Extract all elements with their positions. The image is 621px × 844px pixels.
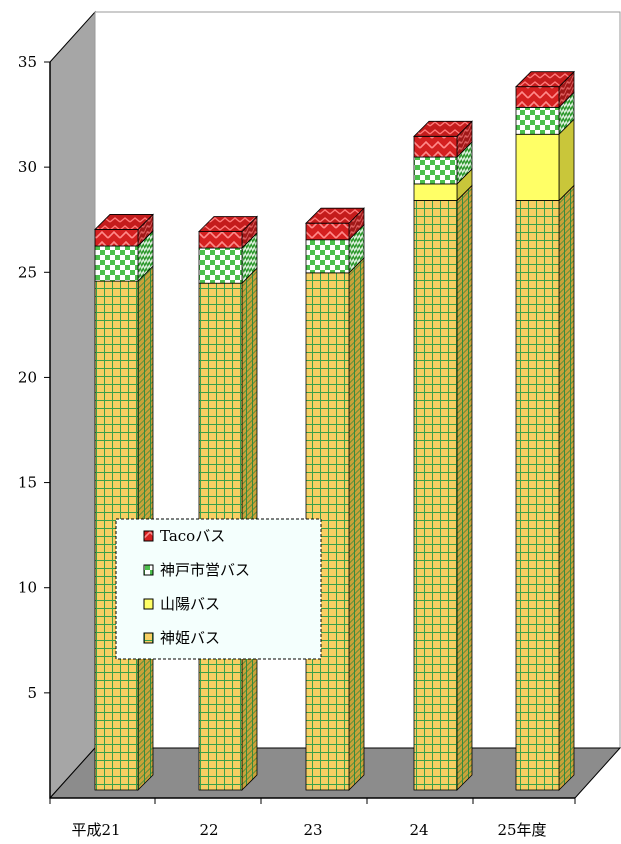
bar-segment bbox=[515, 86, 560, 108]
legend-item: 神姫バス bbox=[143, 629, 220, 647]
y-tick-label: 20 bbox=[18, 368, 37, 386]
legend-swatch bbox=[143, 632, 154, 644]
legend-label: 神姫バス bbox=[160, 629, 220, 647]
side-wall bbox=[49, 10, 96, 800]
x-axis: 平成21 22 23 24 25年度 bbox=[49, 798, 576, 839]
bar-segment bbox=[515, 200, 560, 791]
bar-segment bbox=[198, 231, 243, 249]
bar-top-cap bbox=[198, 216, 258, 232]
x-tick-label: 22 bbox=[199, 821, 218, 839]
bar-stack bbox=[305, 207, 365, 791]
bar-segment bbox=[413, 200, 458, 791]
x-tick-label: 24 bbox=[409, 821, 428, 839]
y-tick-label: 5 bbox=[27, 684, 37, 702]
bar-stack bbox=[94, 213, 154, 791]
bar-top-cap bbox=[413, 120, 473, 137]
bar-segment-side bbox=[456, 184, 473, 791]
legend-item: 山陽バス bbox=[143, 595, 220, 613]
bar-segment bbox=[94, 229, 139, 247]
bar-top-cap bbox=[305, 207, 365, 224]
bar-segment bbox=[413, 156, 458, 185]
bar-segment bbox=[515, 106, 560, 135]
bar-segment bbox=[198, 247, 243, 284]
y-tick-label: 10 bbox=[18, 579, 37, 597]
legend-swatch bbox=[143, 530, 154, 542]
y-tick-label: 35 bbox=[18, 53, 37, 71]
legend-label: 神戸市営バス bbox=[160, 561, 250, 579]
bar-segment bbox=[305, 239, 350, 274]
legend-label: 山陽バス bbox=[160, 595, 220, 613]
legend-swatch bbox=[143, 598, 154, 610]
y-tick-label: 25 bbox=[18, 263, 37, 281]
x-tick-label: 25年度 bbox=[497, 821, 546, 839]
x-tick-label: 23 bbox=[303, 821, 322, 839]
bar-segment-side bbox=[348, 256, 365, 791]
bar-top-cap bbox=[94, 214, 154, 230]
bar-stack bbox=[198, 215, 258, 791]
legend-swatch bbox=[143, 564, 154, 576]
bar-segment bbox=[413, 183, 458, 201]
y-axis: 5 10 15 20 25 30 35 bbox=[18, 53, 50, 702]
bar-segment bbox=[305, 222, 350, 241]
bar-segment bbox=[94, 245, 139, 282]
x-tick-label: 平成21 bbox=[71, 821, 120, 839]
bar-stack bbox=[515, 70, 575, 791]
legend-item: 神戸市営バス bbox=[143, 561, 250, 579]
bar-segment-side bbox=[558, 184, 575, 791]
bar-segment bbox=[413, 135, 458, 158]
y-tick-label: 30 bbox=[18, 158, 37, 176]
y-tick-label: 15 bbox=[18, 474, 37, 492]
legend-item: Tacoバス bbox=[143, 527, 225, 545]
bar-segment bbox=[515, 133, 560, 201]
bar-stack bbox=[413, 120, 473, 791]
legend-label: Tacoバス bbox=[160, 527, 225, 545]
bar-top-cap bbox=[515, 71, 575, 88]
